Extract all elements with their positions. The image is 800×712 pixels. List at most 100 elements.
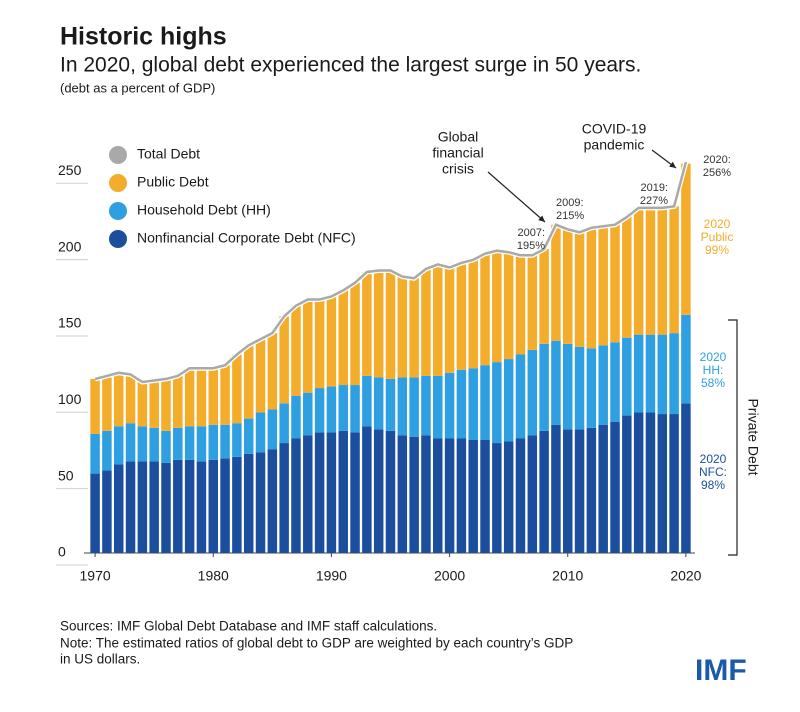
annotation: 2009: [556, 197, 584, 209]
bar-segment [515, 354, 526, 439]
bar-segment [220, 458, 230, 553]
bar-segment [314, 432, 325, 553]
bar-segment [586, 348, 597, 428]
bar-segment [657, 414, 668, 553]
bar-segment [208, 459, 218, 553]
y-tick-label: 50 [58, 467, 74, 483]
private-debt-bracket [728, 319, 738, 556]
legend-label: Household Debt (HH) [137, 202, 271, 218]
legend-label: Total Debt [137, 146, 200, 162]
bar-segment [657, 334, 668, 415]
bar-segment [551, 340, 561, 425]
bar-segment [456, 438, 467, 553]
annotation: pandemic [584, 137, 645, 153]
bar-segment [314, 299, 325, 389]
bar-segment [243, 453, 254, 553]
bar-segment [350, 282, 360, 386]
bar-segment [456, 262, 467, 370]
bar-segment [220, 424, 230, 459]
bar-segment [610, 342, 620, 422]
bar-segment [350, 385, 360, 433]
legend-marker [109, 230, 127, 248]
bar-segment [598, 424, 608, 553]
bar-segment [137, 381, 148, 427]
bar-segment [385, 378, 396, 431]
bar-segment [551, 224, 561, 341]
bar-segment [362, 272, 372, 376]
bar-segment [433, 375, 443, 439]
bar-segment [444, 267, 455, 373]
logo: IMF [695, 654, 747, 687]
bar-segment [480, 365, 490, 441]
bar-segment [421, 435, 431, 553]
x-tick-label: 1980 [198, 568, 229, 584]
bar-segment [586, 427, 597, 553]
bar-segment [598, 345, 608, 425]
annotation: 256% [703, 167, 731, 179]
bar-segment [279, 403, 289, 444]
annotation: crisis [442, 161, 474, 177]
annotation: 2020 [704, 217, 731, 231]
bar-segment [102, 375, 112, 431]
bar-segment [574, 232, 585, 347]
chart-subtitle: In 2020, global debt experienced the lar… [60, 54, 641, 77]
bar-segment [468, 440, 478, 553]
bar-segment [362, 375, 372, 427]
bar-segment [220, 365, 230, 425]
bar-segment [338, 430, 348, 553]
bar-segment [125, 374, 136, 424]
bar-segment [574, 429, 585, 553]
bar-segment [563, 229, 573, 344]
x-tick-label: 2010 [552, 568, 583, 584]
x-tick-label: 1970 [80, 568, 111, 584]
annotation: 195% [517, 240, 545, 252]
legend-label: Nonfinancial Corporate Debt (NFC) [137, 230, 356, 246]
unit-note: (debt as a percent of GDP) [60, 80, 215, 95]
bar-segment [243, 345, 254, 419]
bar-segment [468, 368, 478, 441]
bar-segment [645, 207, 656, 335]
y-tick-label: 0 [58, 544, 66, 560]
annotation: 227% [640, 195, 668, 207]
bar-segment [314, 388, 325, 433]
bar-segment [480, 253, 490, 366]
bar-segment [90, 378, 100, 434]
bar-segment [480, 440, 490, 553]
bar-segment [338, 385, 348, 431]
bar-segment [102, 470, 112, 553]
annotation: HH: [703, 363, 724, 377]
bar-segment [503, 441, 514, 553]
bar-segment [173, 375, 183, 428]
bar-segment [208, 368, 218, 425]
bar-segment [527, 435, 538, 553]
legend-marker [109, 174, 127, 192]
bar-segment [149, 461, 159, 553]
legend-marker [109, 202, 127, 220]
bar-segment [492, 362, 502, 444]
bar-segment [385, 270, 396, 379]
bar-segment [173, 427, 183, 460]
bar-segment [113, 464, 124, 553]
bar-segment [161, 378, 171, 431]
bar-segment [574, 346, 585, 430]
bar-segment [267, 333, 278, 410]
annotation: 99% [705, 243, 729, 257]
bar-segment [149, 380, 159, 428]
bar-segment [291, 438, 301, 553]
bar-segment [657, 207, 668, 335]
bar-segment [515, 255, 526, 355]
bar-segment [539, 430, 549, 553]
legend-marker [109, 146, 127, 164]
bar-segment [503, 359, 514, 442]
bar-segment [409, 436, 419, 553]
y-tick-label: 250 [58, 162, 82, 178]
bar-segment [433, 264, 443, 376]
bar-segment [409, 278, 419, 378]
annotation: 58% [701, 376, 725, 390]
bar-segment [610, 224, 620, 343]
bar-segment [326, 386, 337, 433]
bar-segment [184, 459, 195, 553]
arrow-line [487, 171, 546, 223]
bar-segment [255, 412, 266, 453]
